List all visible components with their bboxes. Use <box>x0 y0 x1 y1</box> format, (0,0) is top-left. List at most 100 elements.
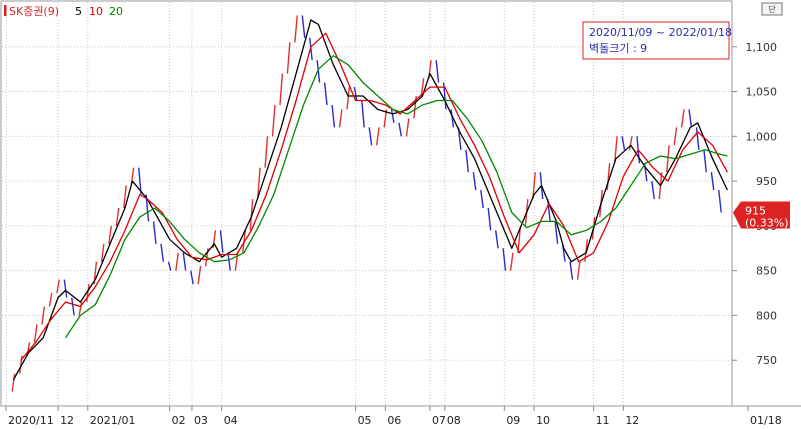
brick-down <box>688 109 693 128</box>
brick-up <box>100 243 105 262</box>
brick-up <box>249 198 254 231</box>
brick-up <box>294 15 298 43</box>
brick-up <box>56 279 60 294</box>
y-tick-label: 950 <box>756 175 777 188</box>
brick-down <box>435 60 440 83</box>
brick-up <box>405 118 410 137</box>
brick-up <box>628 136 633 150</box>
info-period: 2020/11/09 ~ 2022/01/18 <box>589 26 732 39</box>
brick-up <box>78 301 83 316</box>
x-tick-label: 11 <box>596 414 610 427</box>
brick-up <box>576 261 581 280</box>
x-tick-label: 09 <box>506 414 520 427</box>
brick-down <box>710 172 715 191</box>
brick-down <box>398 122 403 137</box>
y-tick-label: 850 <box>756 265 777 278</box>
brick-down <box>494 230 499 249</box>
last-price-tag: 915 (0.33%) <box>733 201 790 229</box>
x-tick-label: 12 <box>60 414 74 427</box>
brick-up <box>375 127 380 146</box>
brick-down <box>190 270 194 285</box>
x-tick-label: 01/18 <box>750 414 782 427</box>
brick-down <box>353 86 358 101</box>
brick-down <box>301 15 306 38</box>
brick-down <box>71 297 75 316</box>
unit-badge[interactable]: 단 <box>761 2 783 16</box>
brick-up <box>33 324 38 343</box>
series-line-5 <box>12 19 728 381</box>
brick-up <box>271 104 276 137</box>
brick-up <box>517 225 522 253</box>
info-box-frame <box>582 21 730 60</box>
brick-down <box>718 189 722 213</box>
brick-up <box>420 78 425 97</box>
moving-average-lines <box>12 19 728 381</box>
brick-down <box>182 252 187 271</box>
series-line-10 <box>20 32 728 361</box>
legend: SK증권(9) 5 10 20 <box>4 5 123 18</box>
last-price-pointer-icon <box>733 201 790 229</box>
info-brick-size: 벽돌크기 : 9 <box>589 42 647 55</box>
legend-entry-5: 5 <box>75 5 82 18</box>
legend-title: SK증권(9) <box>9 5 59 18</box>
y-tick-label: 1,100 <box>746 41 778 54</box>
brick-up <box>41 306 46 325</box>
brick-down <box>569 261 574 280</box>
brick-up <box>509 252 514 271</box>
brick-up <box>338 109 343 128</box>
legend-marker-icon <box>4 5 7 16</box>
brick-up <box>673 127 678 146</box>
brick-down <box>167 261 172 271</box>
unit-label: 단 <box>768 4 776 14</box>
last-price-value: 915 <box>745 204 766 217</box>
brick-down <box>651 181 655 200</box>
brick-up <box>286 42 291 74</box>
brick-up <box>532 172 536 200</box>
x-tick-label: 06 <box>387 414 401 427</box>
brick-up <box>680 109 685 128</box>
brick-up <box>48 292 53 307</box>
y-tick-label: 1,050 <box>746 86 778 99</box>
brick-down <box>152 221 157 244</box>
brick-down <box>331 104 336 128</box>
x-tick-label: 02 <box>172 414 186 427</box>
brick-up <box>256 167 261 200</box>
y-tick-label: 800 <box>756 309 777 322</box>
brick-down <box>219 230 224 253</box>
brick-up <box>115 207 120 226</box>
brick-up <box>346 87 351 110</box>
x-axis: 2020/11 12 2021/01 02 03 04 05 06 07 08 09 10 11 12 01… <box>5 406 782 427</box>
brick-up <box>175 252 179 271</box>
x-tick-label: 04 <box>224 414 238 427</box>
brick-down <box>703 149 708 173</box>
brick-up <box>85 284 90 303</box>
last-price-change: (0.33%) <box>745 216 789 229</box>
brick-up <box>123 185 127 209</box>
brick-down <box>361 100 365 128</box>
y-tick-label: 1,000 <box>746 130 778 143</box>
legend-entry-20: 20 <box>109 5 123 18</box>
x-tick-label: 05 <box>358 414 372 427</box>
brick-down <box>695 127 700 150</box>
x-tick-label: 08 <box>447 414 461 427</box>
unit-badge-frame <box>761 2 783 16</box>
brick-up <box>197 266 202 285</box>
brick-down <box>554 221 559 244</box>
brick-down <box>160 243 165 262</box>
x-tick-label: 07 <box>432 414 446 427</box>
brick-down <box>227 252 232 271</box>
x-tick-label: 12 <box>625 414 639 427</box>
series-line-20 <box>64 55 728 339</box>
legend-entry-10: 10 <box>89 5 103 18</box>
brick-down <box>323 82 328 106</box>
brick-up <box>613 136 618 164</box>
x-tick-label: 10 <box>536 414 550 427</box>
brick-up <box>666 145 670 173</box>
brick-down <box>487 207 492 231</box>
brick-up <box>279 73 284 106</box>
brick-down <box>316 60 321 83</box>
brick-up <box>108 225 113 244</box>
